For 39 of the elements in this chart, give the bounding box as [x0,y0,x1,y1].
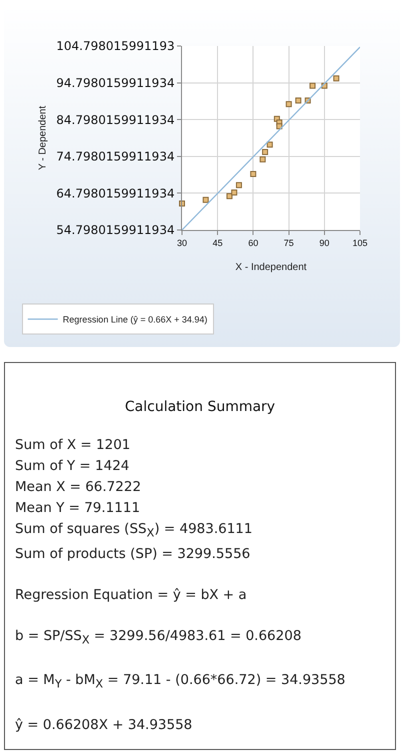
text: ŷ = 0.66208X + 34.93558 [15,716,194,736]
text: Sum of squares (SS$_{X}$) = 4983.6111 [15,520,254,542]
x-tick-label: 105 [352,238,368,248]
point [202,196,209,203]
point [231,189,238,196]
point [250,171,256,178]
text: Mean X = 66.7222 [15,478,142,497]
point [266,142,273,148]
y-tick-label: 104.798015991193 [56,39,175,54]
point [226,193,232,200]
y-tick-label: 94.7980159911934 [56,76,175,90]
text: Sum of X = 1201 [15,436,132,455]
point [333,75,340,82]
x-tick-label: 90 [319,238,330,248]
x-axis-title: X - Independent [235,262,307,273]
text: Sum of Y = 1424 [15,457,130,476]
text: b = SP/SS$_{X}$ = 3299.56/4983.61 = 0.66208 [15,626,302,648]
legend-label: Regression Line (ŷ = 0.66X + 34.94) [62,314,208,325]
text: Regression Equation = ŷ = bX + a [15,586,248,605]
text: Mean Y = 79.1111 [15,499,142,518]
x-tick-label: 75 [284,238,294,248]
point [262,148,268,155]
point [276,123,282,130]
y-tick-label: 84.7980159911934 [56,112,175,127]
y-tick-label: 74.7980159911934 [56,150,175,164]
text: a = M$_{Y}$ - bM$_{X}$ = 79.11 - (0.66*66.72) = 34.93558 [15,671,346,694]
point [310,82,316,89]
x-tick-label: 30 [176,238,188,248]
text: Sum of products (SP) = 3299.5556 [15,544,252,564]
y-axis-title: Y - Dependent [37,106,48,170]
point [295,97,302,104]
point [236,182,242,188]
x-tick-label: 60 [248,238,258,248]
text: Calculation Summary [124,399,276,415]
point [286,101,292,108]
point [260,156,266,162]
y-tick-label: 64.7980159911934 [56,186,175,200]
x-tick-label: 45 [212,238,223,248]
y-tick-label: 54.7980159911934 [56,223,175,238]
